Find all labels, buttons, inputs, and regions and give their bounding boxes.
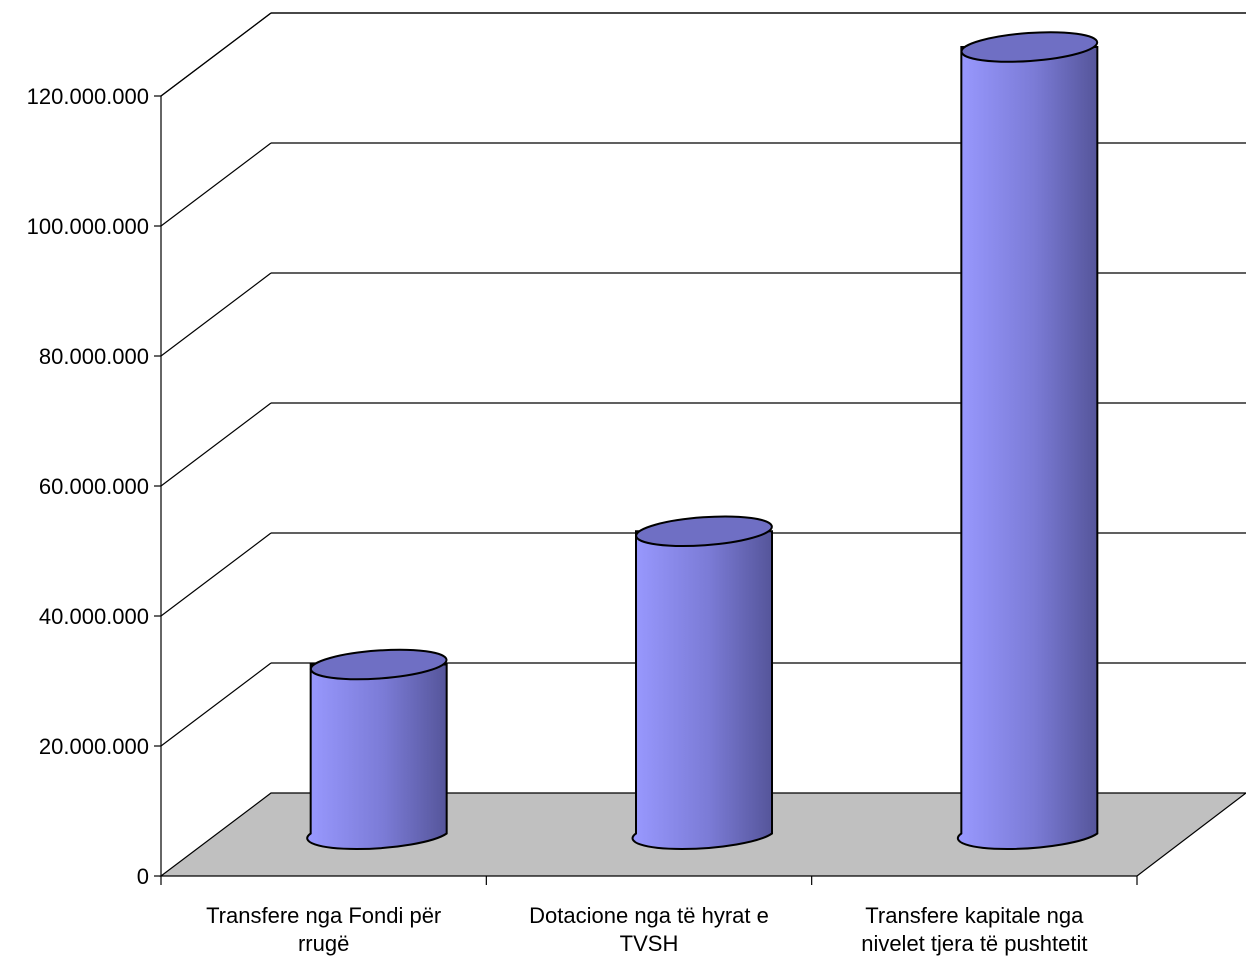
bar-body <box>306 663 448 851</box>
bar-cylinder <box>306 648 448 851</box>
bar-cylinder <box>956 31 1099 851</box>
y-tick-label: 80.000.000 <box>39 344 149 369</box>
gridline-diagonal <box>160 532 272 617</box>
y-tick-label: 20.000.000 <box>39 734 149 759</box>
x-category-label: Transfere nga Fondi për rrugë <box>206 903 441 956</box>
gridline-diagonal <box>160 142 272 227</box>
x-category-label: Transfere kapitale nga nivelet tjera të p… <box>861 903 1087 956</box>
bar-body <box>956 46 1099 851</box>
y-tick-label: 100.000.000 <box>27 214 149 239</box>
bar-top <box>309 648 448 681</box>
gridline-diagonal <box>160 402 272 487</box>
x-category-label: Dotacione nga të hyrat e TVSH <box>529 903 769 956</box>
gridline-diagonal <box>160 662 272 747</box>
bar-top <box>635 515 773 547</box>
y-tick-label: 120.000.000 <box>27 84 149 109</box>
y-tick-label: 0 <box>137 864 149 889</box>
gridline-diagonal <box>160 12 272 97</box>
axes <box>154 95 1138 885</box>
gridline-diagonal <box>160 272 272 357</box>
labels: 0 20.000.000 40.000.000 60.000.000 80.000.00… <box>27 84 1088 956</box>
bar-cylinder <box>631 515 773 851</box>
y-tick-label: 40.000.000 <box>39 604 149 629</box>
bars <box>306 31 1099 851</box>
y-tick-label: 60.000.000 <box>39 474 149 499</box>
bar-top <box>960 31 1099 63</box>
bar-body <box>631 530 773 851</box>
